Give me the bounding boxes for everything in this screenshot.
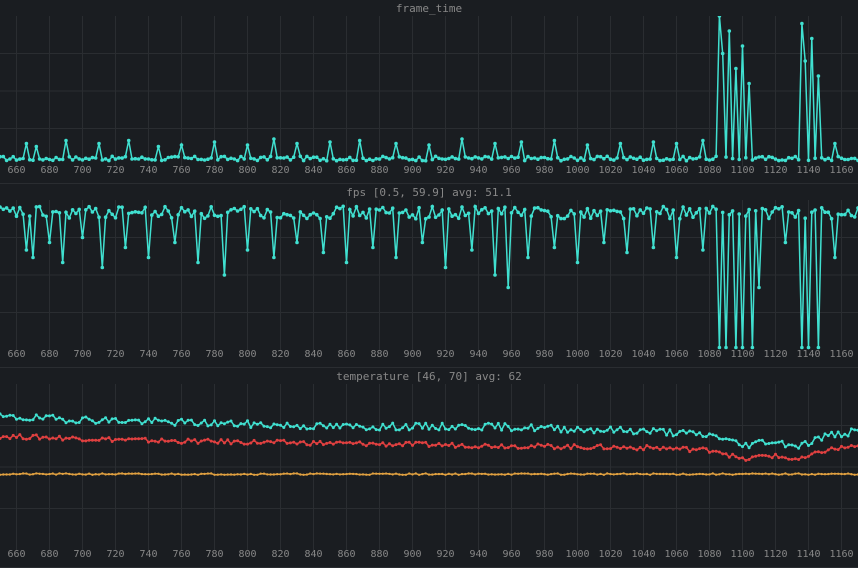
panel-title-frame_time: frame_time (396, 2, 462, 15)
x-tick-label: 900 (403, 349, 421, 360)
x-tick-label: 780 (205, 165, 223, 176)
x-tick-label: 820 (271, 549, 289, 560)
x-tick-label: 820 (271, 349, 289, 360)
x-tick-label: 1140 (796, 549, 820, 560)
x-tick-label: 1040 (631, 549, 655, 560)
x-tick-label: 900 (403, 549, 421, 560)
panel-title-fps: fps [0.5, 59.9] avg: 51.1 (346, 186, 512, 199)
x-tick-label: 1040 (631, 349, 655, 360)
x-tick-label: 860 (337, 549, 355, 560)
series-markers-temp_orange (0, 472, 858, 476)
x-tick-label: 720 (106, 549, 124, 560)
x-axis: 660 680 700 720 740 760 780 800 820 840 860 880 900 9… (0, 349, 858, 367)
x-tick-label: 1020 (598, 549, 622, 560)
x-tick-label: 1080 (697, 165, 721, 176)
chart-frame_time (0, 16, 858, 166)
x-tick-label: 680 (40, 549, 58, 560)
x-tick-label: 680 (40, 165, 58, 176)
panel-frame_time: frame_time 660 680 700 720 740 760 780 800 820 840… (0, 0, 858, 184)
x-tick-label: 800 (238, 165, 256, 176)
x-tick-label: 840 (304, 165, 322, 176)
x-tick-label: 840 (304, 349, 322, 360)
x-tick-label: 740 (139, 549, 157, 560)
panel-fps: fps [0.5, 59.9] avg: 51.1 660 680 700 720 740… (0, 184, 858, 368)
x-tick-label: 1020 (598, 349, 622, 360)
x-tick-label: 1120 (763, 549, 787, 560)
x-tick-label: 660 (7, 549, 25, 560)
x-tick-label: 1100 (730, 165, 754, 176)
x-tick-label: 1000 (565, 165, 589, 176)
x-tick-label: 1160 (829, 165, 853, 176)
x-tick-label: 760 (172, 549, 190, 560)
x-tick-label: 940 (469, 165, 487, 176)
x-tick-label: 720 (106, 165, 124, 176)
x-tick-label: 980 (535, 165, 553, 176)
x-tick-label: 720 (106, 349, 124, 360)
series-markers-temp_cyan (0, 412, 858, 449)
x-tick-label: 1140 (796, 349, 820, 360)
x-tick-label: 700 (73, 549, 91, 560)
x-tick-label: 1160 (829, 549, 853, 560)
series-line-fps (0, 206, 858, 347)
x-tick-label: 1140 (796, 165, 820, 176)
x-tick-label: 1120 (763, 349, 787, 360)
x-tick-label: 780 (205, 349, 223, 360)
x-tick-label: 920 (436, 165, 454, 176)
x-tick-label: 740 (139, 349, 157, 360)
x-tick-label: 940 (469, 349, 487, 360)
x-tick-label: 1100 (730, 549, 754, 560)
x-tick-label: 880 (370, 165, 388, 176)
x-axis: 660 680 700 720 740 760 780 800 820 840 860 880 900 9… (0, 165, 858, 183)
x-tick-label: 820 (271, 165, 289, 176)
x-tick-label: 900 (403, 165, 421, 176)
x-tick-label: 980 (535, 349, 553, 360)
x-tick-label: 780 (205, 549, 223, 560)
x-tick-label: 880 (370, 549, 388, 560)
series-markers-temp_red (0, 433, 858, 462)
chart-temperature (0, 384, 858, 550)
x-tick-label: 1020 (598, 165, 622, 176)
x-tick-label: 1060 (664, 349, 688, 360)
x-tick-label: 1160 (829, 349, 853, 360)
x-tick-label: 1060 (664, 165, 688, 176)
x-tick-label: 1000 (565, 549, 589, 560)
x-tick-label: 1060 (664, 549, 688, 560)
x-tick-label: 960 (502, 349, 520, 360)
x-tick-label: 680 (40, 349, 58, 360)
x-tick-label: 960 (502, 165, 520, 176)
x-axis: 660 680 700 720 740 760 780 800 820 840 860 880 900 9… (0, 549, 858, 567)
x-tick-label: 700 (73, 349, 91, 360)
x-tick-label: 760 (172, 165, 190, 176)
panel-temperature: temperature [46, 70] avg: 62 660 680 700 720… (0, 368, 858, 568)
x-tick-label: 860 (337, 349, 355, 360)
panel-title-temperature: temperature [46, 70] avg: 62 (336, 370, 521, 383)
x-tick-label: 920 (436, 349, 454, 360)
x-tick-label: 920 (436, 549, 454, 560)
x-tick-label: 860 (337, 165, 355, 176)
x-tick-label: 980 (535, 549, 553, 560)
chart-fps (0, 200, 858, 350)
x-tick-label: 960 (502, 549, 520, 560)
x-tick-label: 700 (73, 165, 91, 176)
x-tick-label: 1120 (763, 165, 787, 176)
x-tick-label: 1080 (697, 349, 721, 360)
x-tick-label: 1000 (565, 349, 589, 360)
x-tick-label: 840 (304, 549, 322, 560)
x-tick-label: 940 (469, 549, 487, 560)
x-tick-label: 880 (370, 349, 388, 360)
x-tick-label: 740 (139, 165, 157, 176)
x-tick-label: 1100 (730, 349, 754, 360)
x-tick-label: 660 (7, 165, 25, 176)
x-tick-label: 1040 (631, 165, 655, 176)
x-tick-label: 660 (7, 349, 25, 360)
x-tick-label: 800 (238, 549, 256, 560)
x-tick-label: 800 (238, 349, 256, 360)
x-tick-label: 1080 (697, 549, 721, 560)
x-tick-label: 760 (172, 349, 190, 360)
